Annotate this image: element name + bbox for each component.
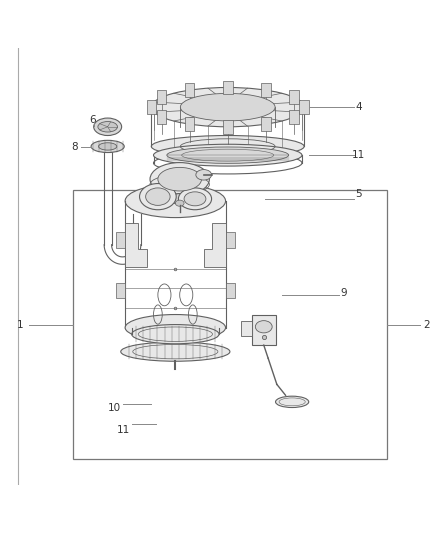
Ellipse shape bbox=[151, 87, 304, 127]
Ellipse shape bbox=[125, 184, 226, 217]
Text: 9: 9 bbox=[340, 288, 347, 298]
Ellipse shape bbox=[98, 122, 117, 132]
Bar bbox=[241, 321, 252, 336]
Ellipse shape bbox=[125, 314, 226, 341]
Ellipse shape bbox=[153, 144, 302, 166]
Ellipse shape bbox=[196, 169, 212, 180]
Polygon shape bbox=[116, 282, 125, 298]
Bar bbox=[289, 90, 299, 104]
Ellipse shape bbox=[121, 342, 230, 361]
Polygon shape bbox=[204, 223, 226, 266]
Ellipse shape bbox=[184, 192, 206, 206]
Bar bbox=[289, 110, 299, 124]
Ellipse shape bbox=[94, 118, 122, 135]
Bar bbox=[252, 314, 276, 345]
Bar bbox=[261, 83, 271, 97]
Ellipse shape bbox=[276, 396, 309, 408]
Ellipse shape bbox=[180, 93, 275, 121]
Text: 4: 4 bbox=[355, 102, 362, 112]
Bar bbox=[73, 190, 387, 458]
Bar bbox=[147, 100, 156, 114]
Ellipse shape bbox=[175, 200, 184, 206]
Ellipse shape bbox=[178, 188, 212, 210]
Bar bbox=[261, 117, 271, 131]
Bar bbox=[185, 83, 194, 97]
Ellipse shape bbox=[170, 193, 189, 204]
Bar bbox=[157, 110, 166, 124]
Polygon shape bbox=[116, 232, 125, 248]
Text: 1: 1 bbox=[17, 320, 24, 330]
Ellipse shape bbox=[151, 135, 304, 157]
Polygon shape bbox=[125, 223, 147, 266]
Text: 5: 5 bbox=[355, 189, 362, 199]
Text: 11: 11 bbox=[352, 150, 365, 160]
Polygon shape bbox=[226, 282, 235, 298]
Polygon shape bbox=[226, 232, 235, 248]
Ellipse shape bbox=[99, 143, 117, 150]
Ellipse shape bbox=[158, 167, 201, 191]
Ellipse shape bbox=[146, 188, 170, 205]
Text: 2: 2 bbox=[423, 320, 430, 330]
Ellipse shape bbox=[167, 147, 289, 163]
Bar bbox=[299, 100, 309, 114]
Bar bbox=[223, 120, 233, 134]
Text: 10: 10 bbox=[108, 403, 121, 414]
Ellipse shape bbox=[255, 321, 272, 333]
Text: 8: 8 bbox=[71, 142, 78, 152]
Bar bbox=[223, 80, 233, 94]
Text: 11: 11 bbox=[117, 425, 130, 435]
Bar bbox=[185, 117, 194, 131]
Text: 6: 6 bbox=[89, 115, 95, 125]
Ellipse shape bbox=[140, 183, 176, 210]
Ellipse shape bbox=[150, 163, 209, 196]
Bar bbox=[157, 90, 166, 104]
Ellipse shape bbox=[91, 140, 124, 152]
Ellipse shape bbox=[132, 325, 219, 344]
